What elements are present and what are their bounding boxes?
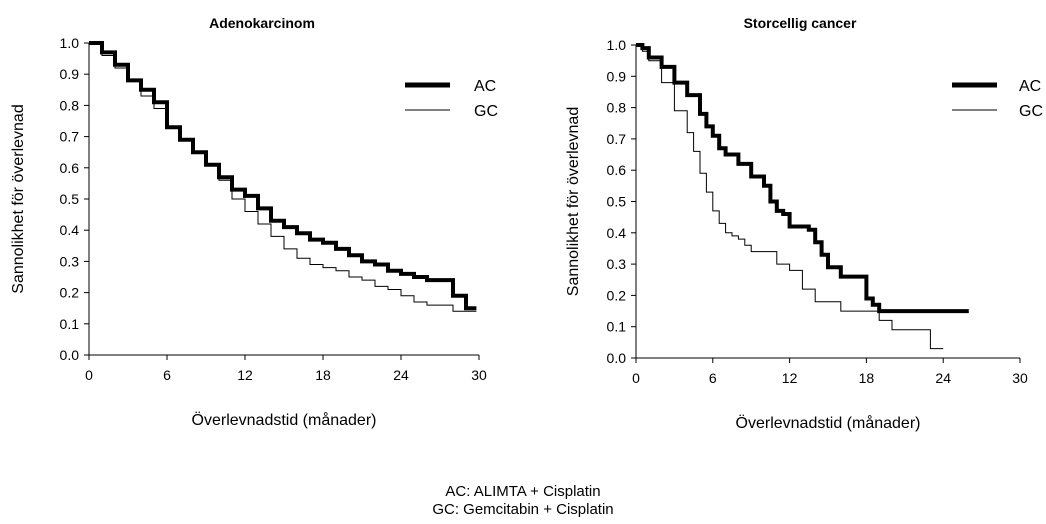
y-tick-label: 0.3 — [60, 253, 80, 269]
y-tick-label: 0.5 — [607, 194, 627, 210]
series-line-gc — [636, 44, 944, 350]
x-tick-label: 12 — [237, 367, 253, 383]
legend-label-ac: AC — [474, 78, 496, 95]
y-tick-label: 0.2 — [60, 285, 80, 301]
chart-adenokarcinom: Adenokarcinom 0.0 0.1 0.2 0.3 0.4 0.5 0.6 0.7 0.8… — [10, 15, 498, 429]
y-tick-label: 0.2 — [607, 287, 627, 303]
x-tick-label: 12 — [782, 370, 798, 386]
chart-storcellig-cancer: Storcellig cancer 0.0 0.1 0.2 0.3 0.4 0.5 0.6 0.… — [565, 15, 1043, 432]
footnote-gc: GC: Gemcitabin + Cisplatin — [432, 501, 614, 518]
y-tick-label: 0.9 — [607, 68, 627, 84]
x-tick-label: 6 — [709, 370, 717, 386]
x-tick-label: 24 — [393, 367, 409, 383]
y-tick-label: 0.1 — [607, 319, 627, 335]
series-line-gc — [89, 42, 477, 312]
legend-label-gc: GC — [474, 103, 498, 120]
x-tick-label: 30 — [1012, 370, 1028, 386]
x-tick-label: 0 — [632, 370, 640, 386]
x-tick-label: 30 — [471, 367, 487, 383]
y-tick-label: 0.0 — [60, 347, 80, 363]
y-tick-label: 0.4 — [607, 225, 627, 241]
chart-title: Adenokarcinom — [209, 15, 315, 31]
chart-title: Storcellig cancer — [744, 15, 857, 31]
y-axis-label: Sannolikhet för överlevnad — [10, 104, 27, 293]
legend-footnote: AC: ALIMTA + Cisplatin GC: Gemcitabin + … — [0, 483, 1046, 519]
y-tick-label: 0.4 — [60, 222, 80, 238]
x-tick-label: 18 — [859, 370, 875, 386]
y-tick-label: 0.6 — [607, 162, 627, 178]
footnote-ac: AC: ALIMTA + Cisplatin — [445, 483, 601, 500]
x-axis-label: Överlevnadstid (månader) — [192, 411, 377, 429]
y-tick-label: 0.6 — [60, 160, 80, 176]
y-tick-label: 0.8 — [60, 97, 80, 113]
legend-label-gc: GC — [1019, 103, 1043, 120]
y-tick-label: 0.7 — [60, 129, 80, 145]
legend-label-ac: AC — [1019, 78, 1041, 95]
x-axis-label: Överlevnadstid (månader) — [736, 414, 921, 432]
series-line-ac — [636, 43, 969, 314]
x-tick-label: 24 — [935, 370, 951, 386]
y-tick-label: 0.3 — [607, 256, 627, 272]
y-tick-label: 0.1 — [60, 316, 80, 332]
y-tick-label: 0.7 — [607, 131, 627, 147]
y-tick-label: 0.5 — [60, 191, 80, 207]
y-tick-label: 0.0 — [607, 350, 627, 366]
x-tick-label: 6 — [163, 367, 171, 383]
y-tick-label: 0.8 — [607, 100, 627, 116]
x-tick-label: 18 — [315, 367, 331, 383]
y-tick-label: 1.0 — [607, 37, 627, 53]
y-tick-label: 1.0 — [60, 35, 80, 51]
x-tick-label: 0 — [85, 367, 93, 383]
y-axis-label: Sannolikhet för överlevnad — [565, 107, 582, 296]
y-tick-label: 0.9 — [60, 66, 80, 82]
